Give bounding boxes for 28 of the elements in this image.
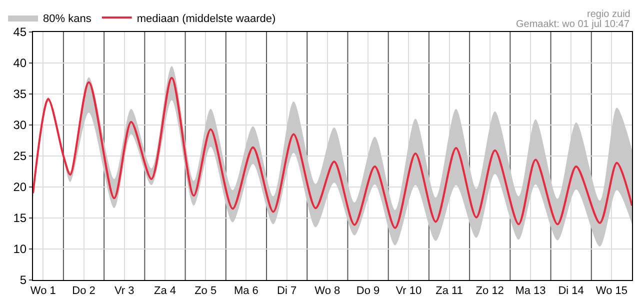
x-tick-label: Za 4 [154,285,176,298]
x-tick-label: Za 11 [436,285,463,298]
x-tick-label: Wo 8 [314,285,340,298]
legend-label: mediaan (middelste waarde) [136,12,276,25]
y-tick-label: 30 [13,118,27,132]
x-tick-label: Zo 5 [194,285,217,298]
y-tick-label: 10 [13,242,27,256]
x-tick-label: Wo 1 [30,285,56,298]
y-tick-label: 20 [13,180,27,194]
text: 80% kans [43,12,92,25]
y-tick-label: 5 [20,273,27,288]
y-tick-label: 25 [13,149,27,164]
x-tick-label: Do 9 [356,285,380,298]
x-tick-label: Vr 10 [396,285,422,298]
text: Gemaakt: wo 01 jul 10:47 [516,19,630,30]
y-tick-label: 35 [13,87,27,102]
x-tick-label: Di 14 [558,285,584,298]
y-tick-label: 40 [13,56,27,70]
x-tick-label: Vr 3 [114,285,134,298]
x-tick-label: Di 7 [277,285,297,298]
y-tick-label: 15 [13,211,27,226]
y-tick-label: 45 [13,25,27,40]
text: regio zuid [587,9,630,20]
x-tick-label: Wo 15 [596,285,628,298]
x-tick-label: Ma 6 [234,285,258,298]
x-tick-label: Do 2 [72,285,96,298]
x-tick-label: Ma 13 [515,285,546,298]
x-tick-label: Zo 12 [476,285,504,298]
